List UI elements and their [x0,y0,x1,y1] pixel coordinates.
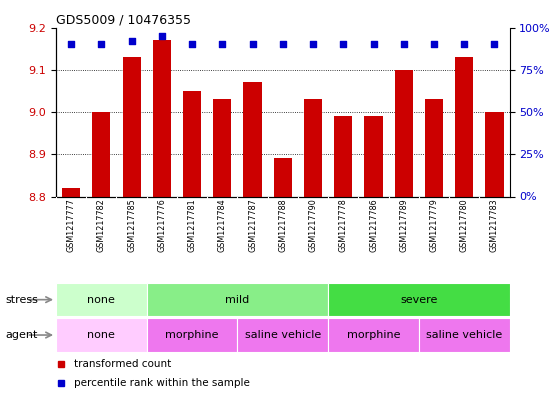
Text: GSM1217787: GSM1217787 [248,198,257,252]
Text: transformed count: transformed count [74,358,171,369]
Text: mild: mild [225,295,250,305]
Bar [365,116,382,196]
Bar [486,112,503,196]
Text: morphine: morphine [347,330,400,340]
Text: GSM1217782: GSM1217782 [97,198,106,252]
Point [460,41,469,48]
Point [248,41,257,48]
Text: saline vehicle: saline vehicle [426,330,502,340]
Text: severe: severe [400,295,437,305]
Bar [328,318,419,352]
Text: GSM1217783: GSM1217783 [490,198,499,252]
Bar [425,99,443,196]
Point [218,41,227,48]
Bar [455,57,473,196]
Bar [328,283,510,316]
Text: GSM1217784: GSM1217784 [218,198,227,252]
Point [278,41,287,48]
Point [490,41,499,48]
Point [127,38,136,44]
Point [67,41,76,48]
Text: GSM1217785: GSM1217785 [127,198,136,252]
Text: GSM1217777: GSM1217777 [67,198,76,252]
Text: GSM1217776: GSM1217776 [157,198,166,252]
Bar [237,318,328,352]
Bar [213,99,231,196]
Bar [62,188,80,196]
Text: GSM1217790: GSM1217790 [309,198,318,252]
Bar [56,283,147,316]
Point [309,41,318,48]
Text: GSM1217780: GSM1217780 [460,198,469,252]
Bar [147,283,328,316]
Point [188,41,197,48]
Text: agent: agent [6,330,38,340]
Text: GSM1217778: GSM1217778 [339,198,348,252]
Point [399,41,408,48]
Text: percentile rank within the sample: percentile rank within the sample [74,378,250,388]
Bar [123,57,141,196]
Point [97,41,106,48]
Text: GSM1217788: GSM1217788 [278,198,287,252]
Bar [56,318,147,352]
Bar [92,112,110,196]
Text: GSM1217789: GSM1217789 [399,198,408,252]
Bar [244,83,262,196]
Point [339,41,348,48]
Bar [183,91,201,196]
Text: GSM1217781: GSM1217781 [188,198,197,252]
Text: GSM1217779: GSM1217779 [430,198,438,252]
Point [157,33,166,39]
Bar [147,318,237,352]
Text: stress: stress [6,295,39,305]
Text: morphine: morphine [165,330,219,340]
Bar [419,318,510,352]
Bar [395,70,413,196]
Point [369,41,378,48]
Text: GSM1217786: GSM1217786 [369,198,378,252]
Bar [153,40,171,196]
Text: GDS5009 / 10476355: GDS5009 / 10476355 [56,13,191,26]
Point [430,41,438,48]
Text: none: none [87,330,115,340]
Bar [274,158,292,196]
Bar [304,99,322,196]
Bar [334,116,352,196]
Text: saline vehicle: saline vehicle [245,330,321,340]
Text: none: none [87,295,115,305]
